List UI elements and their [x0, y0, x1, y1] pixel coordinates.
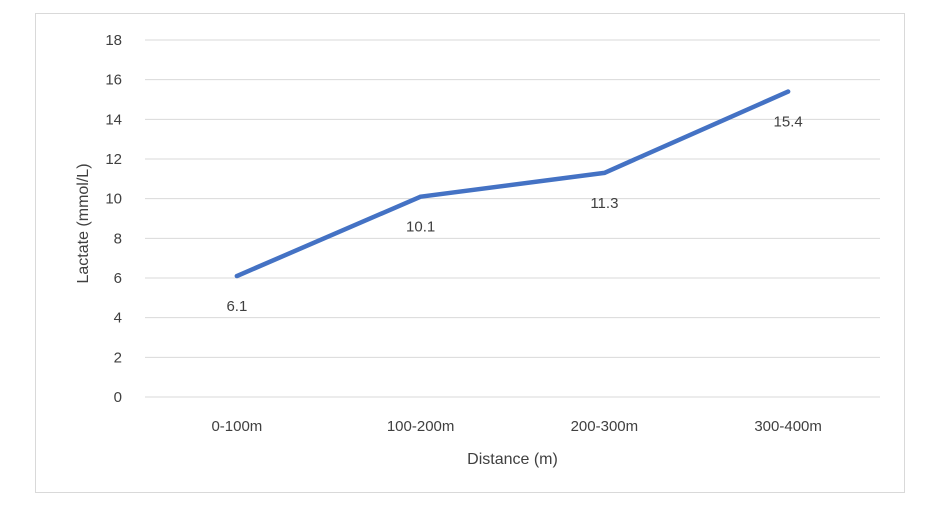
chart-frame — [35, 13, 905, 493]
x-axis-title: Distance (m) — [467, 451, 558, 468]
data-label: 10.1 — [406, 219, 435, 236]
data-label: 11.3 — [590, 195, 618, 212]
data-point — [786, 89, 791, 94]
data-point — [418, 194, 423, 199]
data-label: 6.1 — [226, 298, 247, 315]
y-tick-label: 10 — [105, 191, 122, 208]
y-axis-tick-labels: 0 2 4 6 8 10 12 14 16 18 — [105, 32, 122, 406]
y-tick-label: 8 — [114, 230, 122, 247]
series-line — [234, 89, 791, 279]
y-tick-label: 2 — [114, 349, 122, 366]
gridlines — [145, 39, 880, 398]
series-group — [234, 89, 791, 279]
data-point — [234, 274, 239, 279]
data-labels: 6.1 10.1 11.3 15.4 — [226, 114, 802, 315]
y-tick-label: 6 — [114, 270, 122, 287]
y-axis-title: Lactate (mmol/L) — [75, 163, 92, 283]
data-label: 15.4 — [774, 114, 803, 131]
y-tick-label: 18 — [105, 32, 122, 49]
x-tick-label: 300-400m — [754, 418, 822, 435]
y-tick-label: 16 — [105, 72, 122, 89]
x-tick-label: 100-200m — [387, 418, 455, 435]
y-tick-label: 14 — [105, 111, 122, 128]
x-tick-label: 200-300m — [571, 418, 639, 435]
y-tick-label: 0 — [114, 389, 122, 406]
y-tick-label: 4 — [114, 310, 122, 327]
x-axis-tick-labels: 0-100m 100-200m 200-300m 300-400m — [211, 418, 821, 435]
data-point — [602, 170, 607, 175]
y-tick-label: 12 — [105, 151, 122, 168]
x-tick-label: 0-100m — [211, 418, 262, 435]
